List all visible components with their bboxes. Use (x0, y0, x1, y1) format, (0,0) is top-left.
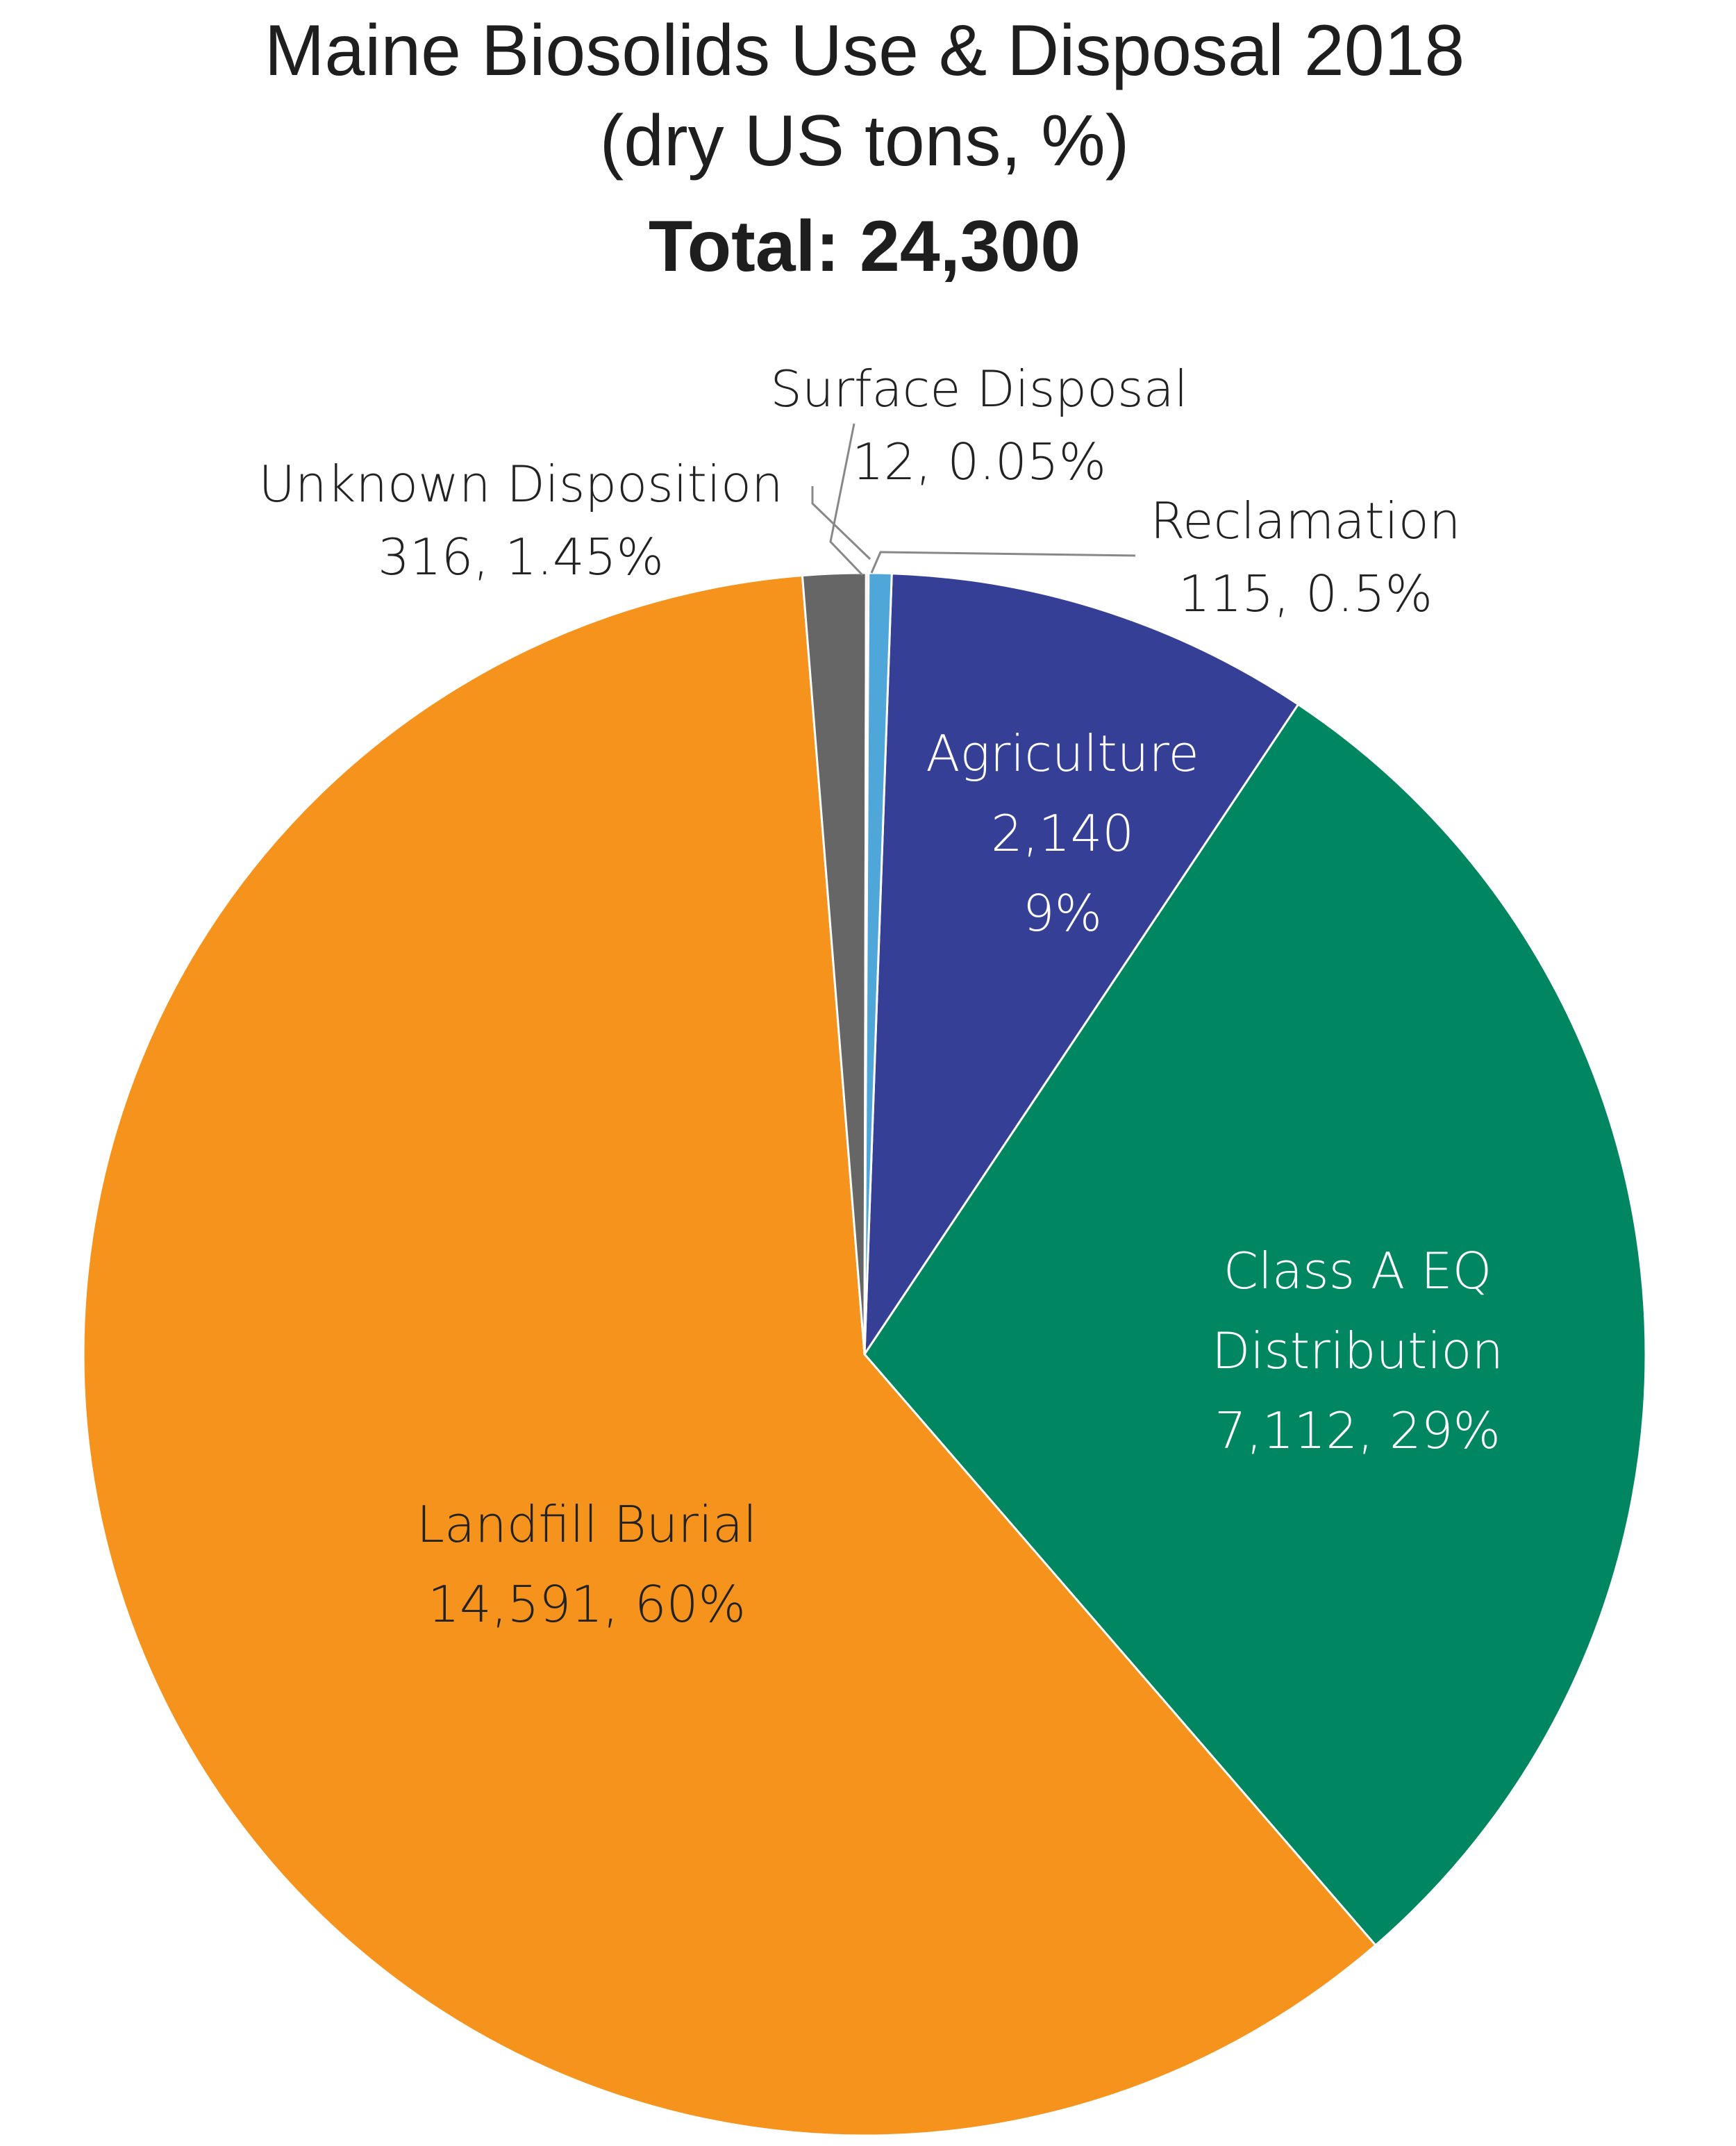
slice-label-landfill-line-2: 14,591, 60% (428, 1575, 746, 1633)
leader-lines (811, 423, 1136, 576)
pie-slices (82, 572, 1647, 2137)
pie-slice-reclamation (863, 572, 893, 1355)
chart-title-line-2: (dry US tons, %) (600, 101, 1130, 181)
slice-label-unknown-line-2: 316, 1.45% (378, 528, 664, 586)
slice-label-agriculture-line-2: 2,140 (991, 804, 1134, 863)
slice-label-unknown: Unknown Disposition 316, 1.45% (258, 455, 783, 586)
chart-title-line-1: Maine Biosolids Use & Disposal 2018 (265, 10, 1464, 91)
slice-labels: Agriculture 2,140 9% Class A EQ Distribution… (258, 360, 1503, 1633)
slice-label-surface: Surface Disposal 12, 0.05% (770, 360, 1188, 491)
pie-slice-agriculture (863, 572, 1300, 1358)
slice-label-reclamation-line-1: Reclamation (1151, 492, 1461, 550)
slice-label-agriculture-line-3: 9% (1023, 884, 1102, 942)
chart-title: Maine Biosolids Use & Disposal 2018 (dry … (265, 10, 1464, 287)
leader-line-surface (829, 423, 864, 576)
slice-label-class-a-eq-line-2: Distribution (1212, 1322, 1503, 1380)
slice-label-class-a-eq: Class A EQ Distribution 7,112, 29% (1212, 1242, 1503, 1460)
slice-label-unknown-line-1: Unknown Disposition (258, 455, 783, 513)
slice-label-class-a-eq-line-1: Class A EQ (1224, 1242, 1492, 1300)
slice-label-surface-line-1: Surface Disposal (770, 360, 1188, 418)
slice-label-landfill: Landfill Burial 14,591, 60% (417, 1495, 757, 1633)
slice-label-surface-line-2: 12, 0.05% (852, 433, 1106, 491)
slice-label-class-a-eq-line-3: 7,112, 29% (1215, 1401, 1501, 1460)
slice-label-reclamation-line-2: 115, 0.5% (1178, 565, 1433, 623)
slice-label-landfill-line-1: Landfill Burial (417, 1495, 757, 1554)
slice-label-reclamation: Reclamation 115, 0.5% (1151, 492, 1461, 623)
slice-label-agriculture-line-1: Agriculture (926, 724, 1199, 783)
pie-slice-landfill (82, 574, 1378, 2137)
leader-line-reclamation (870, 551, 1136, 574)
leader-line-unknown (811, 486, 871, 560)
chart-title-line-3: Total: 24,300 (649, 206, 1080, 287)
pie-slice-class-a-eq (863, 703, 1647, 1947)
slice-label-agriculture: Agriculture 2,140 9% (926, 724, 1199, 942)
